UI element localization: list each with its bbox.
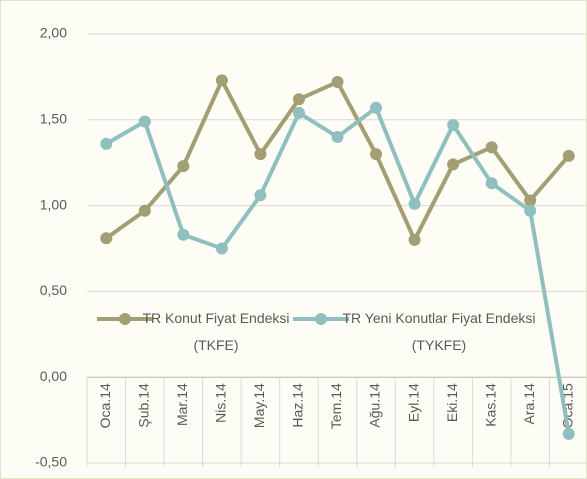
data-point [215,74,228,87]
data-point [292,106,305,119]
data-point [254,148,267,161]
legend-marker [119,313,131,325]
legend-marker [315,313,327,325]
data-point [447,158,460,171]
data-point [562,427,575,440]
x-tick-label: Eyl.14 [405,383,421,422]
y-tick-label: 1,50 [40,111,67,127]
data-point [177,228,190,241]
x-tick-label: Şub.14 [136,383,152,428]
data-point [408,233,421,246]
y-tick-label: 0,00 [40,368,67,384]
data-point [370,101,383,114]
y-tick-label: 0,50 [40,282,67,298]
data-point [177,160,190,173]
data-point [485,141,498,154]
data-point [254,189,267,202]
x-tick-label: Haz.14 [290,383,306,428]
data-point [331,130,344,143]
y-tick-label: 1,00 [40,196,67,212]
data-point [215,242,228,255]
data-point [331,76,344,89]
legend-label: TR Yeni Konutlar Fiyat Endeksi (TYKFE) [342,310,536,353]
data-point [100,137,113,150]
y-tick-label: -0,50 [35,454,67,470]
x-tick-label: May.14 [251,383,267,428]
x-tick-label: Ağu.14 [367,383,383,428]
data-point [408,197,421,210]
data-point [292,93,305,106]
data-point [447,118,460,131]
data-point [524,194,537,207]
data-point [524,204,537,217]
data-point [138,115,151,128]
legend-label: TR Konut Fiyat Endeksi (TKFE) [142,310,290,353]
data-point [562,149,575,162]
x-tick-label: Mar.14 [174,383,190,426]
x-tick-label: Ara.14 [521,383,537,424]
x-tick-label: Tem.14 [328,383,344,429]
x-tick-label: Oca.14 [97,383,113,428]
data-point [100,232,113,245]
data-point [370,148,383,161]
data-point [485,177,498,190]
y-tick-label: 2,00 [40,25,67,41]
x-tick-label: Nis.14 [213,383,229,423]
x-tick-label: Kas.14 [482,383,498,427]
x-tick-label: Eki.14 [444,383,460,422]
data-point [138,204,151,217]
